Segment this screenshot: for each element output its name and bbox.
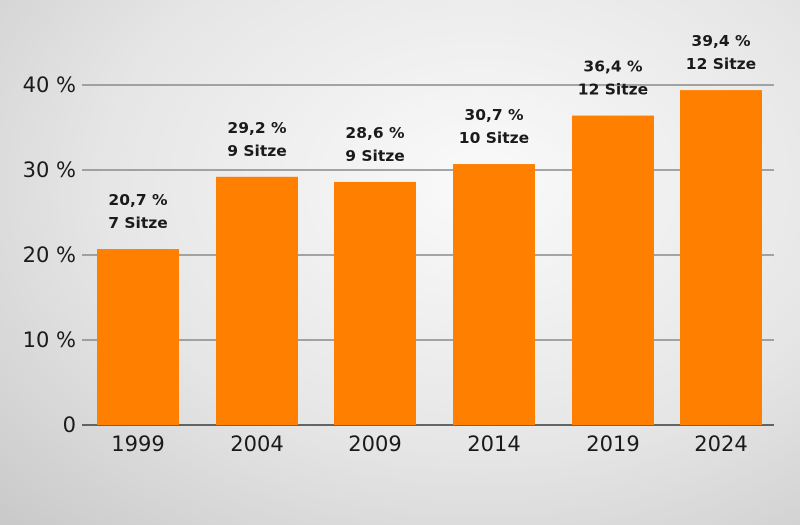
- data-label-seats: 10 Sitze: [459, 129, 529, 147]
- data-label-seats: 12 Sitze: [578, 81, 648, 99]
- data-label-seats: 9 Sitze: [227, 142, 287, 160]
- y-tick-label: 30 %: [23, 158, 76, 182]
- data-label-seats: 9 Sitze: [345, 147, 405, 165]
- data-label-seats: 7 Sitze: [108, 214, 168, 232]
- y-tick-label: 10 %: [23, 328, 76, 352]
- x-tick-label: 1999: [111, 432, 164, 456]
- y-tick-label: 40 %: [23, 73, 76, 97]
- y-tick-label: 0: [63, 413, 76, 437]
- data-labels: 20,7 % 7 Sitze 29,2 % 9 Sitze 28,6 % 9 Sitze 3…: [108, 32, 756, 232]
- bar-1999: [97, 249, 179, 425]
- bar-2009: [334, 181, 416, 425]
- x-tick-label: 2024: [694, 432, 747, 456]
- y-axis-ticks: 0 10 % 20 % 30 % 40 %: [23, 73, 76, 437]
- data-label-percent: 39,4 %: [691, 32, 751, 50]
- x-axis-ticks: 1999 2004 2009 2014 2019 2024: [111, 432, 747, 456]
- data-label-percent: 20,7 %: [108, 191, 168, 209]
- data-label-seats: 12 Sitze: [686, 55, 756, 73]
- data-label-percent: 30,7 %: [464, 106, 524, 124]
- data-label-percent: 28,6 %: [345, 124, 405, 142]
- y-tick-label: 20 %: [23, 243, 76, 267]
- bar-2019: [572, 115, 654, 425]
- data-label-percent: 29,2 %: [227, 119, 287, 137]
- x-tick-label: 2019: [586, 432, 639, 456]
- bar-2014: [453, 164, 535, 426]
- x-tick-label: 2004: [230, 432, 283, 456]
- bars: [97, 90, 762, 426]
- gridlines: [82, 84, 774, 426]
- data-label-percent: 36,4 %: [583, 58, 643, 76]
- bar-2004: [216, 176, 298, 425]
- bar-2024: [680, 90, 762, 425]
- x-tick-label: 2014: [467, 432, 520, 456]
- x-tick-label: 2009: [348, 432, 401, 456]
